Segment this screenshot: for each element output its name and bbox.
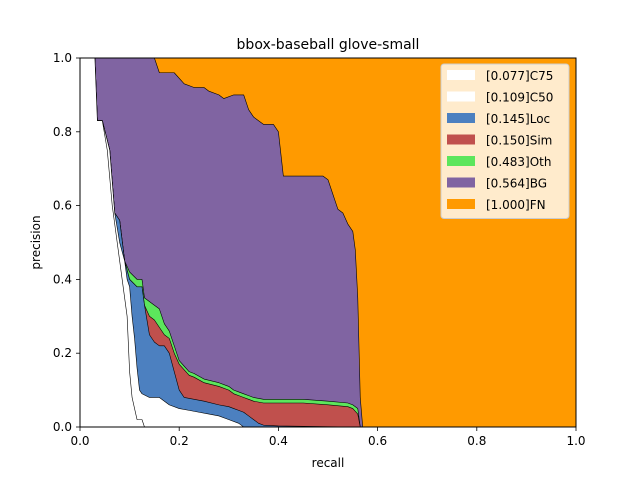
y-tick-label: 0.0: [53, 420, 72, 434]
legend-label-loc: [0.145]Loc: [486, 112, 550, 126]
x-tick-label: 0.2: [170, 434, 189, 448]
plot-frame: [79, 57, 577, 428]
legend-swatch-fn: [447, 199, 475, 209]
legend-label-sim: [0.150]Sim: [486, 134, 552, 148]
area-c75: [79, 57, 577, 428]
legend-label-bg: [0.564]BG: [486, 177, 547, 191]
x-tick-label: 0.6: [368, 434, 387, 448]
x-axis-label: recall: [312, 456, 345, 470]
legend-swatch-sim: [447, 134, 475, 145]
legend-swatch-c75: [447, 70, 475, 80]
y-tick-label: 0.8: [53, 125, 72, 139]
legend-swatch-bg: [447, 177, 475, 188]
x-tick-label: 1.0: [566, 434, 585, 448]
area-bg: [79, 57, 577, 428]
x-axis: 0.0 0.2 0.4 0.6 0.8 1.0: [70, 427, 586, 448]
legend-swatch-loc: [447, 113, 475, 123]
x-tick-label: 0.8: [467, 434, 486, 448]
legend-swatch-c50: [447, 91, 475, 102]
chart-title: bbox-baseball glove-small: [237, 37, 420, 53]
legend-swatch-oth: [447, 156, 475, 166]
y-axis: 0.0 0.2 0.4 0.6 0.8 1.0: [53, 51, 80, 434]
legend-label-fn: [1.000]FN: [486, 198, 546, 212]
legend-label-oth: [0.483]Oth: [486, 155, 551, 169]
y-tick-label: 1.0: [53, 51, 72, 65]
legend-label-c50: [0.109]C50: [486, 91, 553, 105]
y-axis-label: precision: [29, 215, 43, 269]
y-tick-label: 0.2: [53, 346, 72, 360]
x-tick-label: 0.4: [269, 434, 288, 448]
y-tick-label: 0.6: [53, 199, 72, 213]
x-tick-label: 0.0: [70, 434, 89, 448]
legend-label-c75: [0.077]C75: [486, 69, 553, 83]
y-tick-label: 0.4: [53, 272, 72, 286]
legend: [0.077]C75 [0.109]C50 [0.145]Loc [0.150]Sim…: [440, 63, 570, 219]
